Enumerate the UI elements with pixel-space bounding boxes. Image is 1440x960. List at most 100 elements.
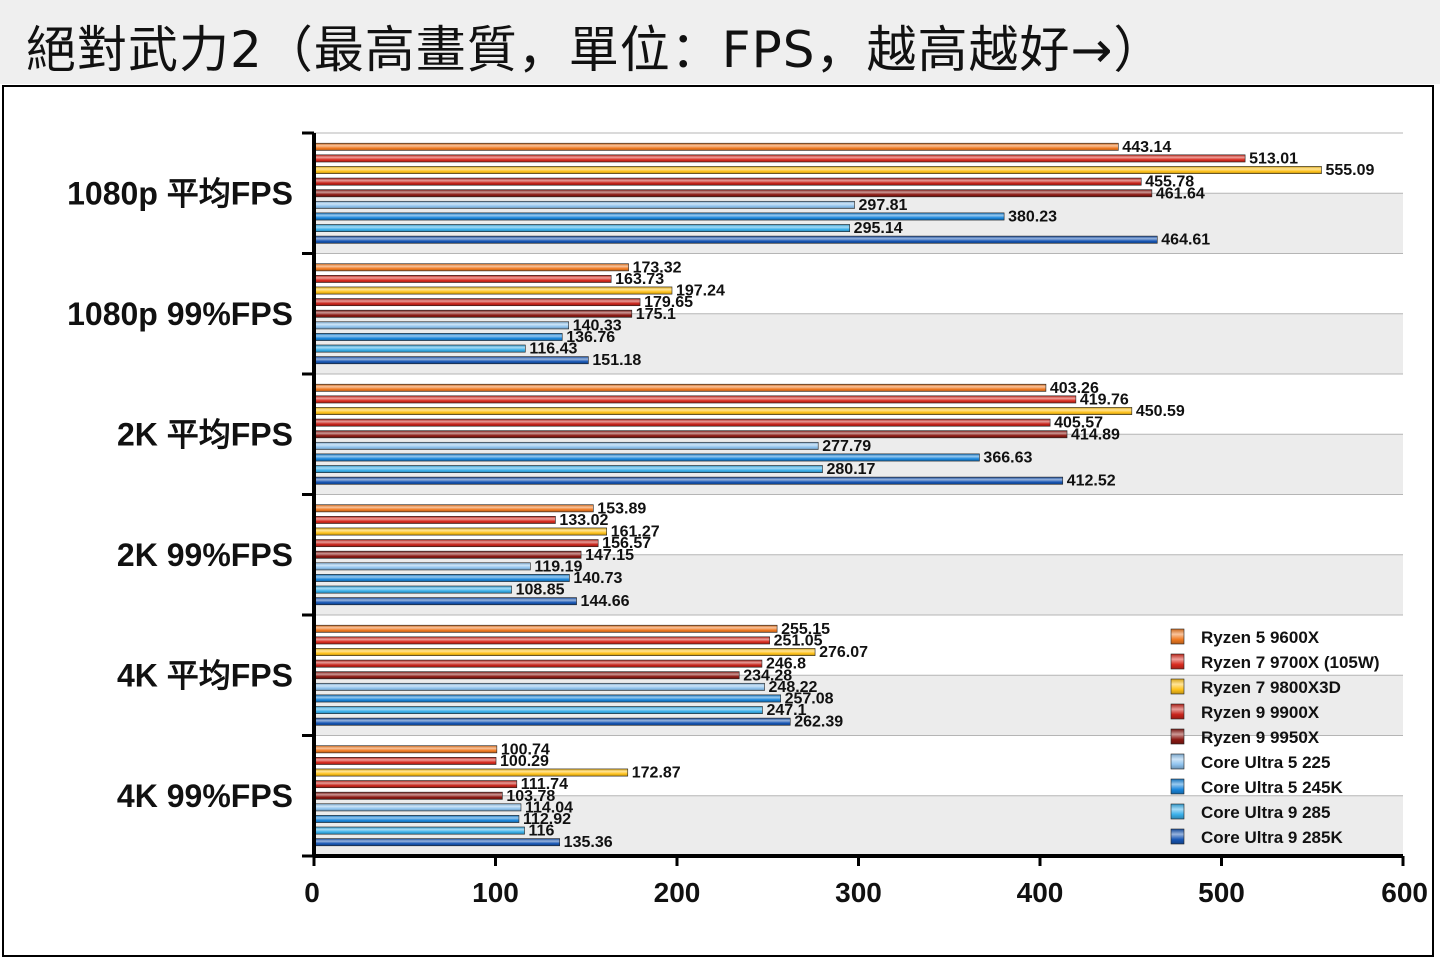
- legend-swatch: [1170, 778, 1185, 795]
- x-tick-label: 100: [472, 877, 519, 908]
- legend-label: Core Ultra 9 285: [1201, 803, 1330, 822]
- value-label: 464.61: [1161, 232, 1210, 249]
- value-label: 114.04: [525, 799, 573, 816]
- value-label: 100.29: [500, 753, 549, 770]
- value-label: 151.18: [592, 352, 641, 369]
- bar: [313, 539, 599, 548]
- bar: [313, 803, 522, 812]
- value-label: 179.65: [644, 294, 693, 311]
- bar: [313, 550, 582, 559]
- value-label: 140.33: [573, 317, 622, 334]
- value-label: 276.07: [819, 644, 868, 661]
- value-label: 246.8: [766, 656, 806, 673]
- category-label: 4K 平均FPS: [117, 657, 293, 693]
- bar: [313, 441, 819, 450]
- value-label: 144.66: [581, 593, 630, 610]
- value-label: 135.36: [564, 834, 613, 851]
- bar: [313, 476, 1064, 485]
- value-label: 234.28: [743, 667, 792, 684]
- x-tick-label: 500: [1198, 877, 1245, 908]
- bar: [313, 648, 816, 656]
- value-label: 163.73: [615, 271, 664, 288]
- value-label: 100.74: [501, 741, 550, 758]
- bar: [313, 826, 525, 835]
- value-label: 147.15: [585, 547, 634, 564]
- bar: [313, 344, 526, 353]
- value-label: 295.14: [854, 220, 903, 237]
- value-label: 380.23: [1008, 208, 1057, 225]
- value-label: 257.08: [785, 690, 834, 707]
- value-label: 153.89: [597, 500, 646, 517]
- value-label: 443.14: [1122, 139, 1171, 156]
- value-label: 175.1: [636, 306, 676, 323]
- value-label: 262.39: [794, 714, 843, 731]
- value-label: 297.81: [859, 197, 908, 214]
- x-tick-label: 400: [1017, 877, 1064, 908]
- value-label: 136.76: [566, 329, 615, 346]
- legend-swatch: [1170, 628, 1185, 645]
- value-label: 197.24: [676, 283, 725, 300]
- bar: [313, 309, 633, 318]
- bar: [313, 815, 520, 823]
- bar: [313, 407, 1133, 415]
- bar: [313, 142, 1119, 151]
- bar: [313, 597, 577, 606]
- bar: [313, 154, 1246, 163]
- category-label: 2K 平均FPS: [117, 416, 293, 452]
- value-label: 513.01: [1249, 150, 1298, 167]
- legend-label: Ryzen 9 9950X: [1201, 728, 1320, 747]
- legend-swatch: [1170, 678, 1185, 695]
- bar: [313, 682, 765, 691]
- bar: [313, 574, 570, 582]
- category-label: 1080p 99%FPS: [67, 296, 293, 332]
- bar: [313, 333, 563, 341]
- value-label: 112.92: [523, 811, 571, 828]
- value-label: 111.74: [521, 776, 568, 793]
- bar: [313, 453, 980, 462]
- bar: [313, 200, 855, 209]
- value-label: 412.52: [1067, 473, 1116, 490]
- bar: [313, 838, 560, 847]
- value-label: 103.78: [506, 788, 555, 805]
- value-label: 450.59: [1136, 403, 1185, 420]
- bar: [313, 212, 1005, 221]
- value-label: 172.87: [632, 765, 681, 782]
- bar: [313, 395, 1077, 404]
- bar: [313, 298, 641, 307]
- legend-label: Core Ultra 5 245K: [1201, 778, 1343, 797]
- legend-label: Core Ultra 5 225: [1201, 753, 1330, 772]
- bar: [313, 321, 569, 330]
- bar: [313, 768, 629, 777]
- bar: [313, 717, 791, 726]
- bar: [313, 286, 673, 295]
- bar: [313, 465, 823, 473]
- category-label: 1080p 平均FPS: [67, 175, 293, 211]
- category-label: 2K 99%FPS: [117, 537, 293, 573]
- value-label: 419.76: [1080, 391, 1129, 408]
- value-label: 108.85: [516, 582, 565, 599]
- legend-label: Ryzen 5 9600X: [1201, 628, 1320, 647]
- bar: [313, 166, 1322, 174]
- x-tick-labels: 0 100 200 300 400 500 600: [304, 877, 1428, 908]
- value-label: 247.1: [766, 702, 806, 719]
- legend-label: Core Ultra 9 285K: [1201, 828, 1343, 847]
- value-label: 248.22: [769, 679, 818, 696]
- bar: [313, 224, 850, 232]
- bar: [313, 356, 589, 365]
- bar: [313, 527, 608, 536]
- value-label: 277.79: [822, 438, 871, 455]
- value-label: 366.63: [983, 449, 1032, 466]
- legend: Ryzen 5 9600X Ryzen 7 9700X (105W) Ryzen 7…: [1170, 628, 1380, 847]
- legend-swatch: [1170, 653, 1185, 670]
- bar: [313, 706, 763, 714]
- x-tick-label: 200: [654, 877, 701, 908]
- value-label: 173.32: [633, 259, 682, 276]
- bar: [313, 791, 503, 800]
- value-label: 116: [529, 823, 555, 840]
- value-label: 119.19: [534, 558, 582, 575]
- bar: [313, 585, 512, 594]
- bar: [313, 624, 778, 633]
- legend-label: Ryzen 9 9900X: [1201, 703, 1320, 722]
- legend-swatch: [1170, 828, 1185, 845]
